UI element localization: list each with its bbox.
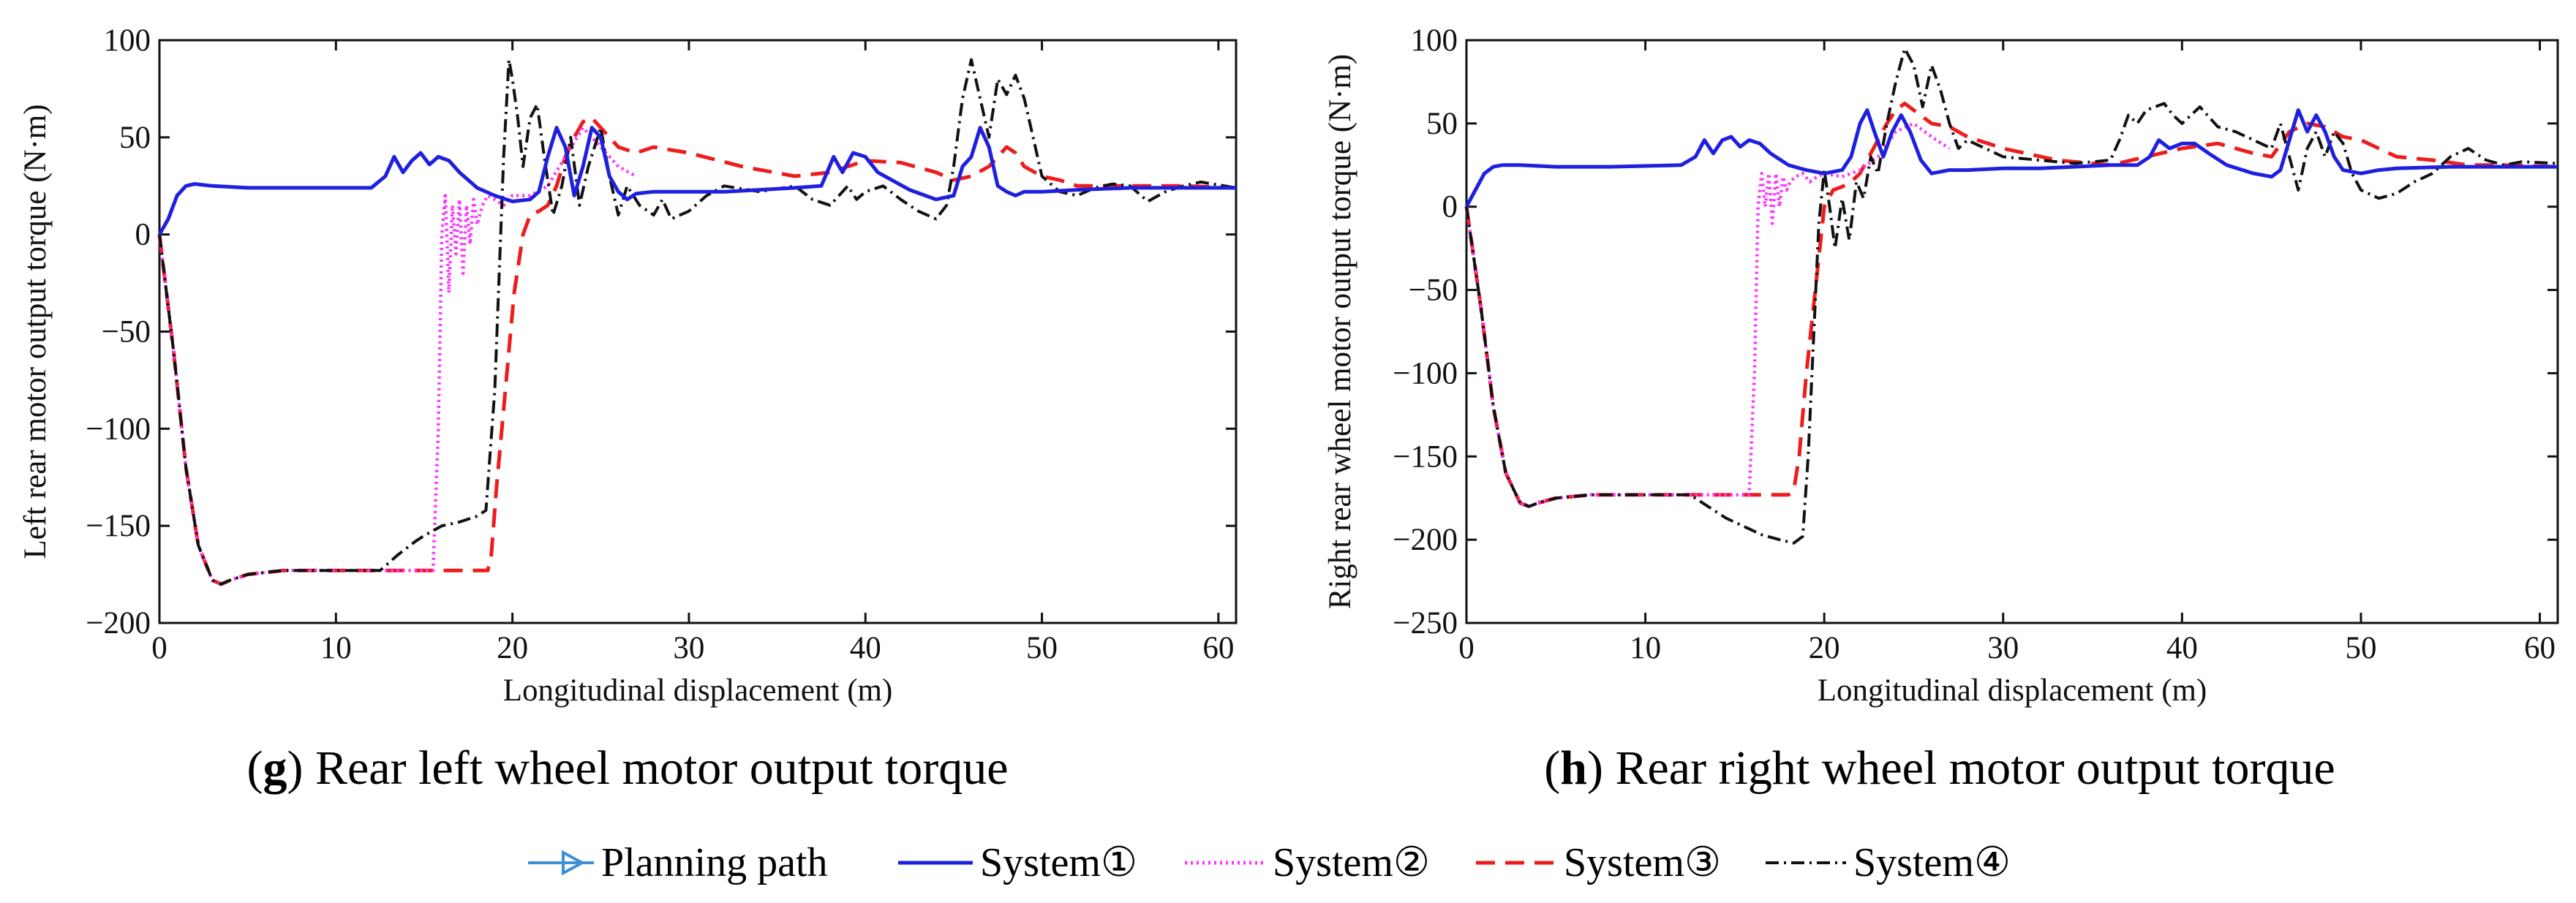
chart-caption: (h) Rear right wheel motor output torque: [1544, 741, 2335, 795]
y-tick-label: 50: [1426, 107, 1458, 141]
x-tick-label: 50: [2345, 631, 2376, 665]
series-line-system2: [1464, 121, 1951, 508]
chart-rear-left-torque: −200 −150 −100 −50 0 50 100 0 10 20 30 40 50 60 Long…: [18, 23, 1238, 795]
legend-label-system3: System③: [1564, 840, 1721, 885]
caption-text: Rear left wheel motor output torque: [303, 741, 1008, 795]
y-tick-label: −200: [86, 606, 151, 641]
x-axis-label: Longitudinal displacement (m): [503, 673, 893, 708]
caption-letter: h: [1560, 741, 1587, 795]
legend-label-system1: System①: [980, 840, 1137, 885]
x-axis-label: Longitudinal displacement (m): [1818, 673, 2207, 708]
y-tick-label: 50: [119, 121, 151, 155]
series-line-system2: [157, 126, 637, 586]
legend: Planning path System① System② System③ Sy…: [528, 840, 2011, 885]
series-group: [157, 58, 1237, 586]
x-ticks: 0 10 20 30 40 50 60: [151, 40, 1234, 665]
y-ticks: −200 −150 −100 −50 0 50 100: [86, 23, 1236, 641]
y-tick-label: 100: [1411, 23, 1458, 58]
x-tick-label: 60: [1202, 631, 1234, 665]
x-tick-label: 10: [1630, 631, 1661, 665]
chart-caption: (g) Rear left wheel motor output torque: [246, 741, 1008, 795]
y-tick-label: −250: [1393, 606, 1458, 641]
x-tick-label: 10: [320, 631, 352, 665]
y-tick-label: −100: [86, 412, 151, 446]
x-tick-label: 0: [151, 631, 167, 665]
legend-item-system4: System④: [1766, 840, 2011, 885]
legend-item-system2: System②: [1185, 840, 1430, 885]
x-tick-label: 40: [850, 631, 881, 665]
y-tick-label: 100: [104, 23, 151, 58]
legend-label-planning: Planning path: [601, 840, 828, 885]
plot-frame: [1465, 39, 2559, 624]
y-tick-label: 0: [135, 218, 151, 252]
series-line-system1: [157, 126, 1236, 235]
series-line-system4: [158, 58, 1237, 586]
caption-letter: g: [263, 741, 287, 795]
y-tick-label: 0: [1442, 190, 1458, 224]
y-tick-label: −200: [1393, 523, 1458, 557]
triangle-marker-icon: [562, 850, 586, 876]
x-tick-label: 30: [673, 631, 704, 665]
series-line-system4: [1465, 47, 2558, 545]
x-tick-label: 30: [1987, 631, 2019, 665]
caption-text: Rear right wheel motor output torque: [1603, 741, 2335, 795]
legend-label-system4: System④: [1853, 840, 2011, 885]
y-ticks: −250 −200 −150 −100 −50 0 50 100: [1393, 23, 2558, 641]
legend-item-planning-path: Planning path: [528, 840, 828, 885]
legend-item-system1: System①: [898, 840, 1137, 885]
y-axis-label: Left rear motor output torque (N·m): [18, 104, 53, 559]
x-tick-label: 20: [1809, 631, 1840, 665]
y-tick-label: −100: [1393, 356, 1458, 390]
x-tick-label: 0: [1458, 631, 1475, 665]
y-tick-label: −150: [86, 509, 151, 543]
x-tick-label: 60: [2524, 631, 2556, 665]
y-axis-label: Right rear wheel motor output torque (N·…: [1323, 54, 1357, 609]
y-tick-label: −150: [1393, 439, 1458, 474]
plot-frame: [158, 39, 1238, 624]
x-tick-label: 50: [1026, 631, 1058, 665]
y-tick-label: −50: [1409, 273, 1458, 308]
legend-label-system2: System②: [1273, 840, 1430, 885]
x-ticks: 0 10 20 30 40 50 60: [1458, 40, 2556, 665]
series-line-system3: [1464, 102, 2558, 509]
legend-item-system3: System③: [1476, 840, 1721, 885]
x-tick-label: 40: [2166, 631, 2198, 665]
series-group: [1464, 47, 2558, 545]
y-tick-label: −50: [102, 315, 151, 350]
series-line-system1: [1464, 108, 2558, 208]
x-tick-label: 20: [497, 631, 528, 665]
